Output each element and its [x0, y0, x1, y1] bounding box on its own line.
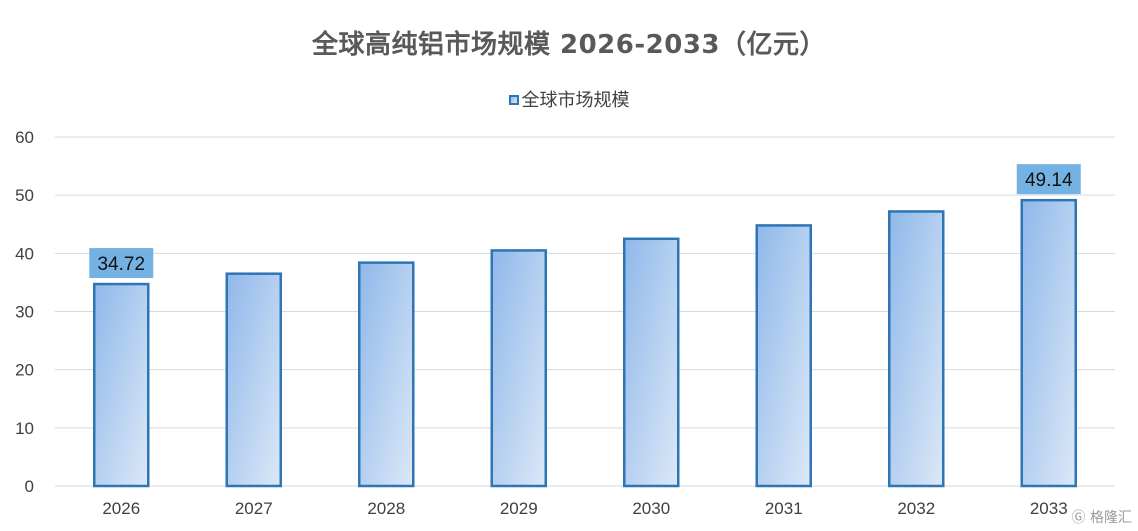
y-tick-label: 30 — [15, 303, 34, 322]
y-tick-label: 40 — [15, 244, 34, 263]
watermark: Ⓖ 格隆汇 — [1072, 507, 1132, 527]
y-tick-label: 10 — [15, 419, 34, 438]
x-tick-label: 2031 — [765, 499, 803, 518]
watermark-text: 格隆汇 — [1090, 510, 1132, 526]
chart-title: 全球高纯铝市场规模 2026-2033（亿元） — [311, 30, 827, 60]
x-tick-label: 2030 — [632, 499, 670, 518]
bar — [888, 210, 945, 488]
data-label-box — [1016, 164, 1081, 195]
data-label-box — [89, 248, 154, 279]
bar — [225, 272, 282, 488]
bar — [93, 282, 150, 488]
x-tick-label: 2026 — [102, 499, 140, 518]
chart-legend: 全球市场规模 — [0, 86, 1138, 112]
y-tick-label: 60 — [15, 128, 34, 147]
data-label: 49.14 — [1025, 170, 1073, 191]
x-tick-label: 2027 — [235, 499, 273, 518]
bar — [490, 249, 547, 488]
y-tick-label: 20 — [15, 361, 34, 380]
bar — [755, 224, 812, 488]
bar — [1020, 198, 1077, 488]
glh-logo-icon: Ⓖ — [1071, 510, 1086, 526]
y-tick-label: 50 — [15, 186, 34, 205]
x-tick-label: 2033 — [1030, 499, 1068, 518]
y-tick-label: 0 — [25, 477, 34, 496]
data-label: 34.72 — [97, 254, 145, 275]
x-tick-label: 2029 — [500, 499, 538, 518]
x-tick-label: 2032 — [897, 499, 935, 518]
x-tick-label: 2028 — [367, 499, 405, 518]
legend-label: 全球市场规模 — [521, 90, 630, 111]
bar — [358, 261, 415, 488]
bar — [623, 237, 680, 488]
legend-swatch — [508, 94, 519, 105]
